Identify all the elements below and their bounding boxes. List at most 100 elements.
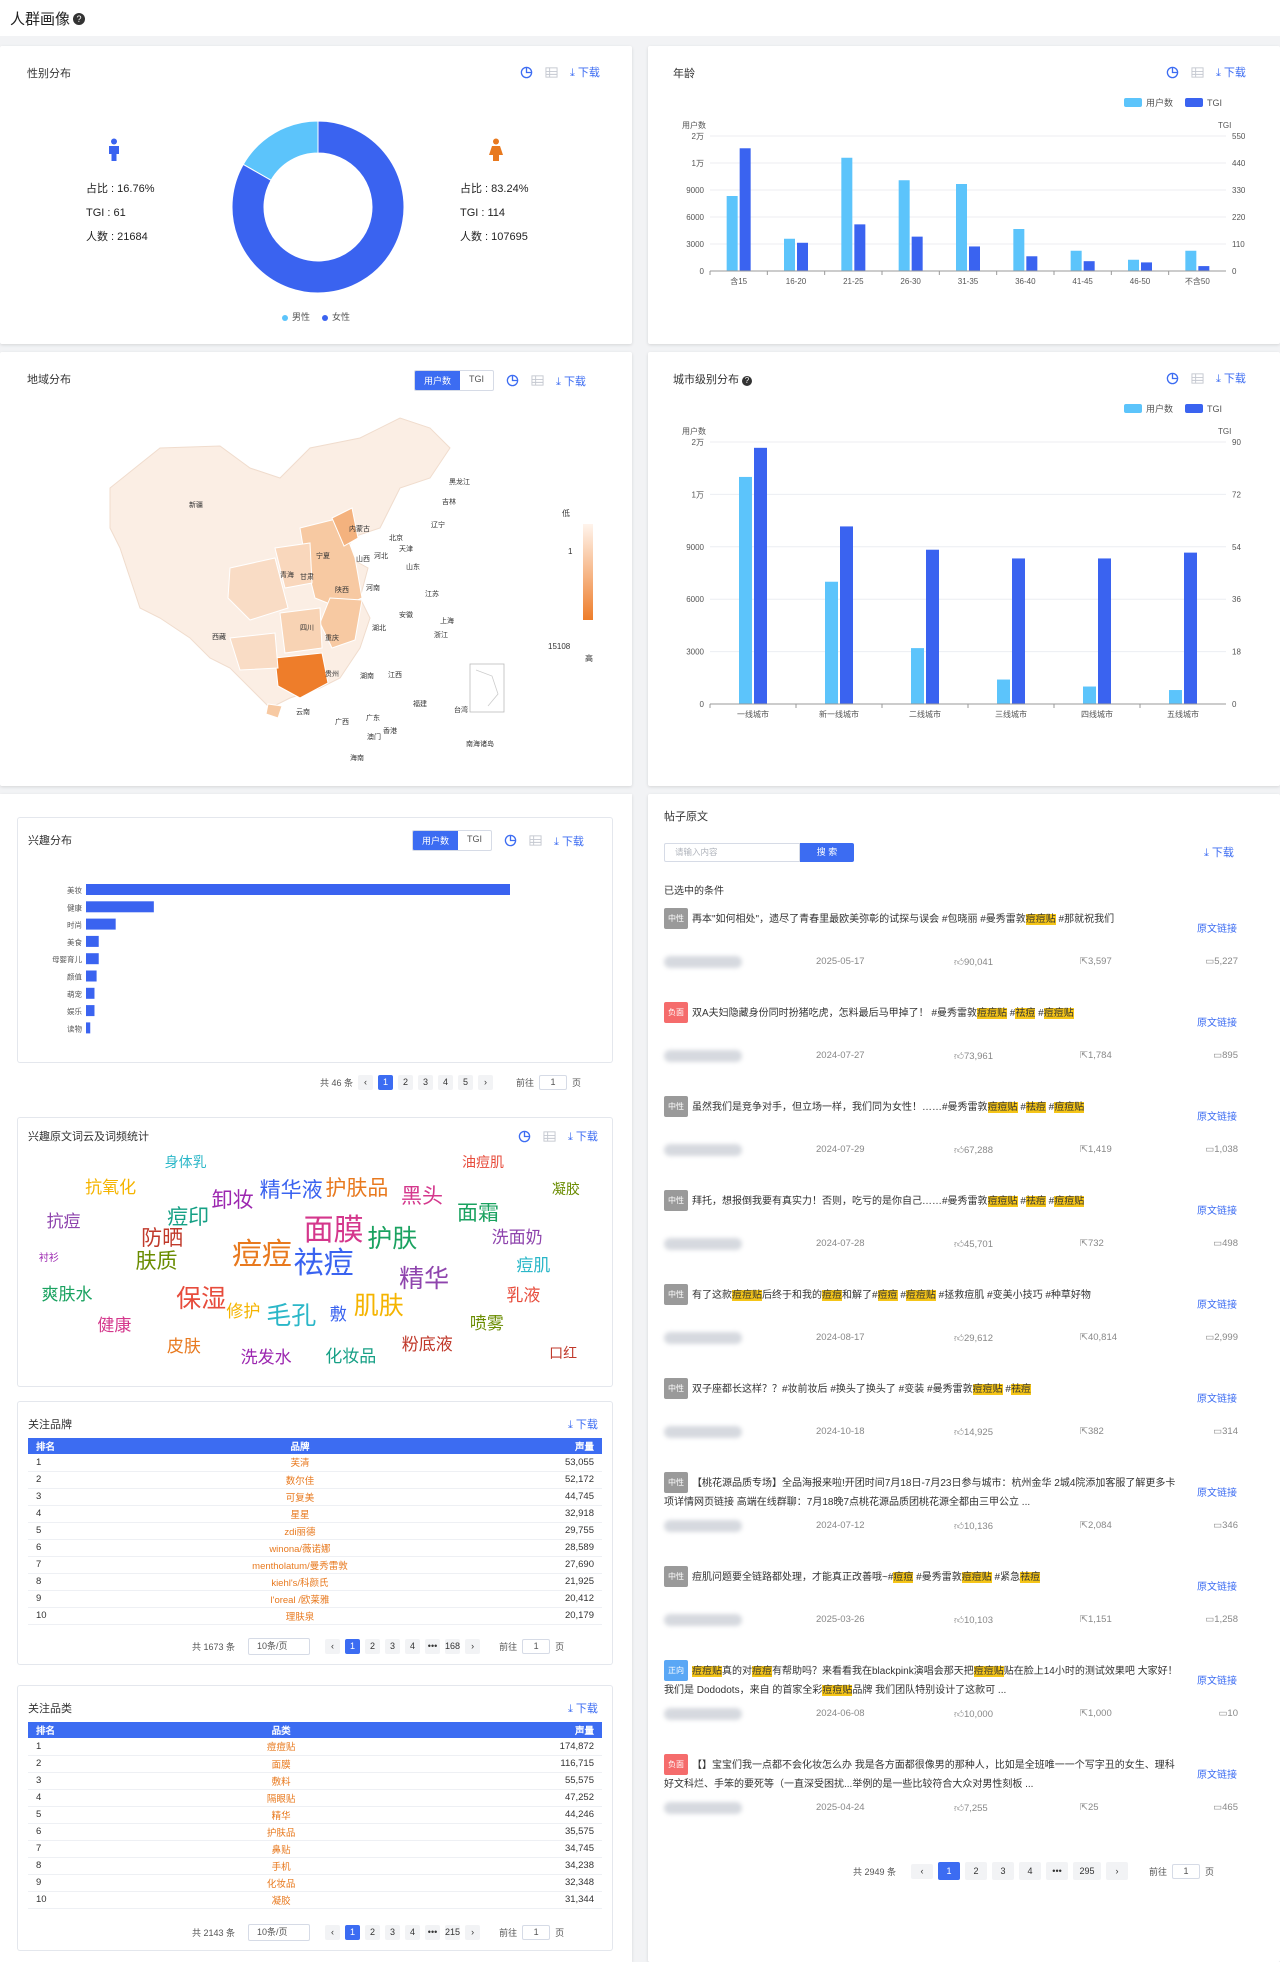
pie-chart-icon[interactable] [1166,66,1179,79]
next-page-button[interactable]: › [465,1639,481,1654]
page-size-select[interactable]: 10条/页 [248,1638,311,1655]
download-button[interactable]: ⤓ 下载 [1216,373,1246,385]
post-item: 中性 【桃花源品质专场】全品海报来啦!开团时间7月18日-7月23日参与城市：杭州… [664,1472,1240,1566]
page-button[interactable]: 3 [385,1925,401,1940]
table-cell[interactable]: 隔眼贴 [182,1789,380,1807]
page-button[interactable]: 2 [365,1639,381,1654]
prev-page-button[interactable]: ‹ [325,1925,341,1940]
search-button[interactable]: 搜 索 [800,843,854,862]
page-button[interactable]: 4 [438,1075,454,1090]
table-cell[interactable]: 芙清 [132,1454,468,1472]
table-cell[interactable]: 敷料 [182,1772,380,1790]
table-cell[interactable]: 星星 [132,1505,468,1523]
page-input[interactable]: 1 [522,1639,551,1654]
page-button[interactable]: 1 [378,1075,394,1090]
original-link[interactable]: 原文链接 [1197,1300,1237,1311]
toggle-tgi[interactable]: TGI [467,834,483,844]
page-button[interactable]: 1 [345,1639,361,1654]
page-button[interactable]: 168 [445,1639,461,1654]
page-button[interactable]: 215 [445,1925,461,1940]
page-button[interactable]: 4 [405,1639,421,1654]
table-cell[interactable]: 精华 [182,1806,380,1824]
page-button[interactable]: 4 [1019,1862,1042,1880]
page-button[interactable]: 3 [992,1862,1015,1880]
table-cell[interactable]: 数尔佳 [132,1471,468,1489]
table-icon[interactable] [543,1130,556,1143]
search-input[interactable]: 请输入内容 [664,843,800,862]
prev-page-button[interactable]: ‹ [325,1639,341,1654]
original-link[interactable]: 原文链接 [1197,1676,1237,1687]
table-icon[interactable] [1191,372,1204,385]
table-cell[interactable]: l'oreal /欧莱雅 [132,1590,468,1608]
table-cell[interactable]: 痘痘贴 [182,1738,380,1756]
page-ellipsis[interactable]: ••• [425,1925,441,1940]
help-icon[interactable]: ? [73,13,86,25]
prev-page-button[interactable]: ‹ [911,1863,934,1879]
table-cell[interactable]: 护肤品 [182,1823,380,1841]
table-cell[interactable]: 化妆品 [182,1874,380,1892]
metric-toggle[interactable]: 用户数 TGI [414,370,495,391]
table-cell[interactable]: zdi丽德 [132,1522,468,1540]
help-icon[interactable]: ? [742,376,752,386]
page-button[interactable]: 3 [418,1075,434,1090]
table-icon[interactable] [531,374,544,387]
table-cell[interactable]: kiehl's/科颜氏 [132,1573,468,1591]
page-button[interactable]: 5 [458,1075,474,1090]
table-cell[interactable]: 面膜 [182,1755,380,1773]
page-button[interactable]: 1 [345,1925,361,1940]
pie-chart-icon[interactable] [520,66,533,79]
page-ellipsis[interactable]: ••• [425,1639,441,1654]
download-button[interactable]: ⤓ 下载 [554,835,584,848]
metric-toggle[interactable]: 用户数 TGI [412,830,493,851]
original-link[interactable]: 原文链接 [1197,1488,1237,1499]
pie-chart-icon[interactable] [506,374,519,387]
page-input[interactable]: 1 [522,1925,551,1940]
table-cell[interactable]: 手机 [182,1857,380,1875]
download-button[interactable]: ⤓ 下载 [1204,847,1234,859]
page-button[interactable]: 2 [398,1075,414,1090]
original-link[interactable]: 原文链接 [1197,1112,1237,1123]
next-page-button[interactable]: › [465,1925,481,1940]
table-cell[interactable]: 鼻贴 [182,1840,380,1858]
table-cell[interactable]: winona/薇诺娜 [132,1539,468,1557]
table-icon[interactable] [545,66,558,79]
pie-chart-icon[interactable] [518,1130,531,1143]
table-cell[interactable]: 可复美 [132,1488,468,1506]
page-button[interactable]: 3 [385,1639,401,1654]
download-button[interactable]: ⤓ 下载 [556,375,586,388]
download-button[interactable]: ⤓ 下载 [1216,67,1246,79]
page-button[interactable]: 4 [405,1925,421,1940]
pie-chart-icon[interactable] [504,834,517,847]
original-link[interactable]: 原文链接 [1197,1018,1237,1029]
table-cell[interactable]: 理肤泉 [132,1607,468,1625]
toggle-user-count[interactable]: 用户数 [413,831,459,850]
toggle-tgi[interactable]: TGI [469,374,485,384]
download-button[interactable]: ⤓ 下载 [568,1131,598,1143]
prev-page-button[interactable]: ‹ [358,1075,374,1090]
page-button[interactable]: 295 [1073,1862,1102,1880]
page-input[interactable]: 1 [1172,1863,1201,1879]
page-input[interactable]: 1 [539,1075,568,1090]
download-button[interactable]: ⤓ 下载 [568,1419,598,1431]
original-link[interactable]: 原文链接 [1197,1770,1237,1781]
pie-chart-icon[interactable] [1166,372,1179,385]
original-link[interactable]: 原文链接 [1197,1206,1237,1217]
page-button[interactable]: 2 [965,1862,988,1880]
province-label: 山东 [406,564,420,571]
table-cell[interactable]: mentholatum/曼秀雷敦 [132,1556,468,1574]
table-icon[interactable] [529,834,542,847]
original-link[interactable]: 原文链接 [1197,924,1237,935]
original-link[interactable]: 原文链接 [1197,1394,1237,1405]
next-page-button[interactable]: › [478,1075,494,1090]
table-icon[interactable] [1191,66,1204,79]
original-link[interactable]: 原文链接 [1197,1582,1237,1593]
table-cell[interactable]: 凝胶 [182,1891,380,1909]
download-button[interactable]: ⤓ 下载 [570,67,600,79]
page-button[interactable]: 1 [938,1862,961,1880]
toggle-user-count[interactable]: 用户数 [415,371,461,390]
page-button[interactable]: 2 [365,1925,381,1940]
page-size-select[interactable]: 10条/页 [248,1924,311,1941]
page-ellipsis[interactable]: ••• [1046,1862,1069,1880]
download-button[interactable]: ⤓ 下载 [568,1703,598,1715]
next-page-button[interactable]: › [1106,1862,1129,1880]
